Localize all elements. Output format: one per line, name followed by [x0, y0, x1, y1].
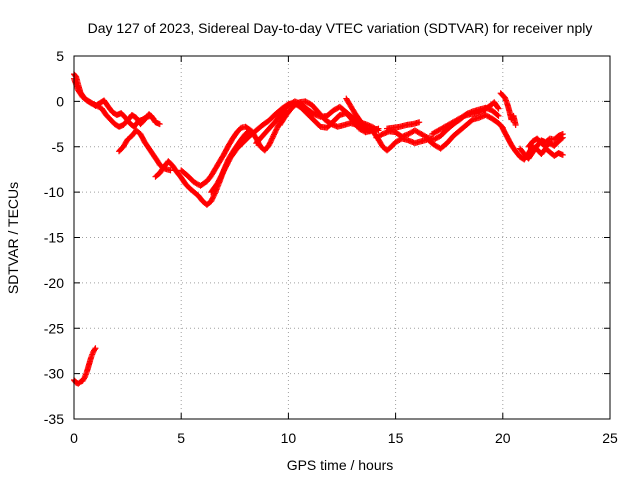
- data-point-marker: [512, 121, 519, 128]
- y-tick-label: -25: [44, 320, 64, 336]
- y-tick-label: -10: [44, 184, 64, 200]
- data-point-marker: [156, 121, 163, 128]
- data-point-marker: [495, 112, 502, 119]
- data-point-marker: [363, 124, 370, 131]
- x-tick-label: 5: [177, 430, 185, 446]
- y-tick-label: 5: [56, 48, 64, 64]
- y-tick-label: -5: [52, 139, 65, 155]
- data-point-marker: [494, 111, 501, 118]
- data-point-marker: [375, 127, 382, 134]
- y-tick-label: -15: [44, 230, 64, 246]
- x-tick-label: 10: [281, 430, 297, 446]
- data-point-marker: [167, 167, 174, 174]
- data-point-marker: [374, 126, 381, 133]
- y-tick-label: -30: [44, 366, 64, 382]
- data-point-marker: [495, 105, 502, 112]
- data-point-marker: [92, 345, 99, 352]
- data-point-marker: [559, 134, 566, 141]
- x-tick-label: 25: [602, 430, 618, 446]
- y-axis-label: SDTVAR / TECUs: [5, 182, 21, 294]
- data-point-marker: [494, 104, 501, 111]
- y-tick-label: -35: [44, 411, 64, 427]
- data-point-marker: [149, 114, 156, 121]
- ticks: 0 5 10 15 20 25 5 0 -5 -10 -15 -20 -25 -30 -35: [44, 48, 618, 446]
- data-point-marker: [91, 346, 98, 353]
- y-tick-label: -20: [44, 275, 64, 291]
- data-point-marker: [558, 135, 565, 142]
- data-point-marker: [416, 119, 423, 126]
- x-axis-label: GPS time / hours: [287, 457, 394, 473]
- data-series: [71, 71, 566, 387]
- x-tick-label: 0: [70, 430, 78, 446]
- x-tick-label: 20: [495, 430, 511, 446]
- chart-title: Day 127 of 2023, Sidereal Day-to-day VTE…: [88, 20, 593, 36]
- x-tick-label: 15: [388, 430, 404, 446]
- data-point-marker: [559, 151, 566, 158]
- y-tick-label: 0: [56, 93, 64, 109]
- data-point-marker: [150, 115, 157, 122]
